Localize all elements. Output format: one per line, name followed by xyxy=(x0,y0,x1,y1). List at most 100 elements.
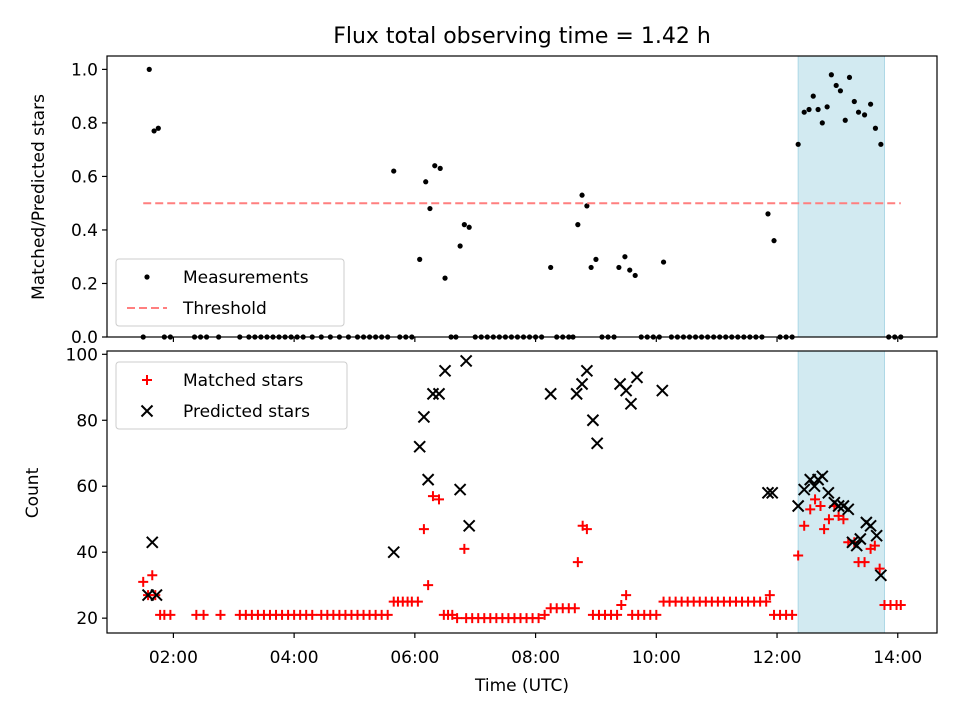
legend-label: Predicted stars xyxy=(183,402,310,422)
data-point xyxy=(151,128,157,134)
series-predicted-stars xyxy=(141,354,888,602)
data-point xyxy=(215,609,226,620)
data-point xyxy=(581,524,592,535)
data-point xyxy=(466,224,472,230)
data-point xyxy=(452,613,463,624)
y-tick-label: 0.2 xyxy=(71,274,98,294)
data-point xyxy=(548,264,554,271)
y-tick-label: 60 xyxy=(76,477,98,497)
data-point xyxy=(307,609,318,620)
data-point xyxy=(418,524,429,535)
data-point xyxy=(850,539,863,552)
data-point xyxy=(612,609,623,620)
data-point xyxy=(147,570,158,581)
data-point xyxy=(387,545,400,559)
data-point xyxy=(761,486,775,500)
legend-label: Matched stars xyxy=(183,371,303,391)
data-point xyxy=(616,264,622,271)
data-point xyxy=(872,125,879,131)
y-tick-label: 40 xyxy=(76,543,98,563)
data-point xyxy=(797,483,811,496)
data-point xyxy=(624,397,638,410)
data-point xyxy=(198,609,209,620)
axes-frame xyxy=(106,350,938,634)
x-tick-label: 04:00 xyxy=(270,648,319,668)
data-point xyxy=(459,354,473,368)
data-point xyxy=(150,588,163,602)
y-tick-label: 0.8 xyxy=(71,114,98,134)
data-point xyxy=(575,222,581,228)
data-point xyxy=(859,557,870,568)
data-point xyxy=(391,168,397,174)
data-point xyxy=(569,603,580,614)
data-point xyxy=(837,88,844,94)
legend-box xyxy=(115,258,345,327)
data-point xyxy=(442,275,448,281)
data-point xyxy=(761,596,772,607)
legend-label: Threshold xyxy=(182,299,267,319)
data-point xyxy=(146,536,159,549)
data-point xyxy=(533,613,544,624)
legend-swatch xyxy=(140,404,154,418)
data-point xyxy=(432,163,438,169)
data-point xyxy=(870,529,883,542)
legend-swatch xyxy=(142,375,152,385)
data-point xyxy=(438,364,452,377)
data-point xyxy=(457,243,463,249)
data-point xyxy=(138,576,149,587)
y-tick-label: 0.6 xyxy=(71,167,98,187)
data-point xyxy=(590,437,604,450)
data-point xyxy=(765,486,779,500)
data-point xyxy=(426,387,440,401)
data-point xyxy=(764,590,775,601)
data-point xyxy=(828,72,834,78)
data-point xyxy=(878,141,884,147)
data-point xyxy=(619,384,633,397)
data-point xyxy=(627,267,633,273)
y-tick-label: 80 xyxy=(76,411,98,431)
data-point xyxy=(459,543,470,554)
series-matched-stars xyxy=(138,491,906,624)
data-point xyxy=(816,470,829,483)
data-point xyxy=(854,532,867,546)
data-point xyxy=(864,519,877,533)
data-point xyxy=(846,74,853,81)
data-point xyxy=(819,524,830,535)
bottom-panel-counts: 20 40 60 80 100 02:00 04:00 06:00 08:00 10:00 12:0… xyxy=(66,345,938,668)
highlight-span xyxy=(797,55,885,338)
y-tick-label: 20 xyxy=(76,609,98,629)
data-point xyxy=(824,104,830,110)
legend-swatch xyxy=(144,274,150,280)
data-point xyxy=(434,494,444,505)
data-point xyxy=(838,514,849,525)
chart-title: Flux total observing time = 1.42 h xyxy=(333,24,711,49)
x-tick-label: 10:00 xyxy=(632,648,681,668)
data-point xyxy=(808,480,821,493)
legend: Matched stars Predicted stars xyxy=(115,361,348,430)
data-point xyxy=(146,66,152,72)
data-point xyxy=(544,387,557,401)
highlight-span xyxy=(797,350,885,634)
data-point xyxy=(833,82,839,89)
data-point xyxy=(539,609,550,620)
data-point xyxy=(822,486,835,500)
data-point xyxy=(432,387,446,401)
data-point xyxy=(791,499,805,513)
data-point xyxy=(575,377,589,391)
data-point xyxy=(832,499,845,513)
data-point xyxy=(621,590,632,601)
data-point xyxy=(842,117,848,123)
legend-label: Measurements xyxy=(183,268,309,288)
data-point xyxy=(771,238,777,244)
data-point xyxy=(805,504,816,515)
data-point xyxy=(806,106,812,113)
top-panel-ratio: 0.0 0.2 0.4 0.6 0.8 1.0 Measurements Threshold xyxy=(71,55,938,348)
x-tick-label: 08:00 xyxy=(511,648,560,668)
x-tick-label: 12:00 xyxy=(753,648,802,668)
data-point xyxy=(855,109,862,115)
data-point xyxy=(874,569,888,582)
data-point xyxy=(461,222,467,228)
data-point xyxy=(588,264,594,271)
data-point xyxy=(795,141,801,147)
